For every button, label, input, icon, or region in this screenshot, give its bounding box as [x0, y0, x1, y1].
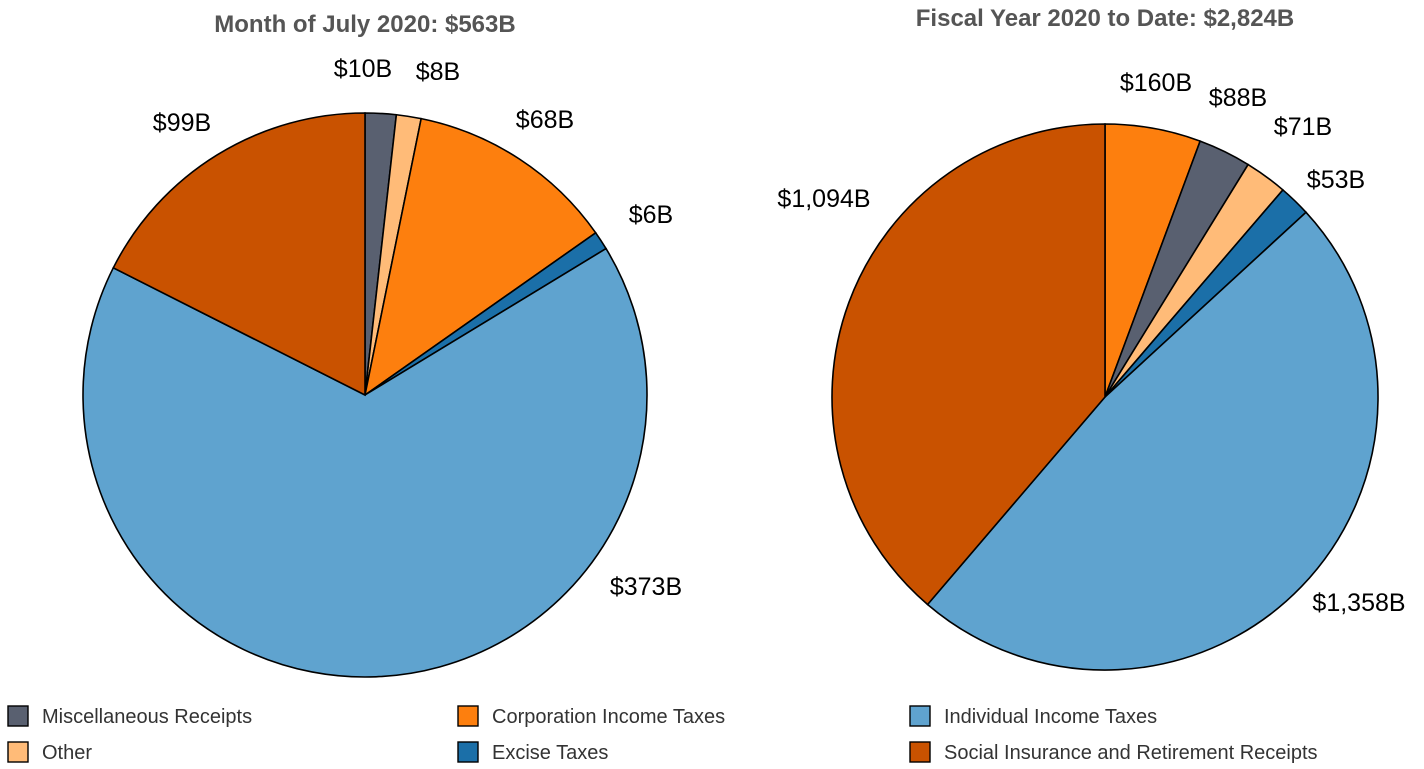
legend-item-excise-taxes: Excise Taxes [457, 741, 608, 764]
legend: Miscellaneous Receipts Corporation Income… [7, 705, 1318, 764]
fiscal-year-2020-slice-labels: $160B $88B$71B $53B $1,358B $1,094B [777, 69, 1405, 617]
legend-label-excise-taxes: Excise Taxes [492, 742, 608, 764]
july-2020-label-excise-taxes: $6B [629, 201, 673, 229]
july-2020-label-corporation-income-taxes: $68B [516, 106, 574, 134]
fiscal-year-2020-slice-social-insurance-and-retirement-receipts [831, 123, 1106, 606]
legend-item-other: Other [7, 741, 92, 764]
fiscal-year-2020-slices [831, 123, 1379, 671]
legend-swatch-individual-income-taxes [909, 705, 931, 727]
july-2020-label-miscellaneous-receipts: $10B [334, 55, 392, 83]
july-2020-label-individual-income-taxes: $373B [610, 573, 682, 601]
fiscal-year-2020-label-excise-taxes: $53B [1307, 166, 1365, 194]
legend-label-corporation-income-taxes: Corporation Income Taxes [492, 706, 725, 728]
legend-item-individual-income-taxes: Individual Income Taxes [909, 705, 1157, 728]
chart-title-july-2020: Month of July 2020: $563B [214, 11, 515, 38]
legend-swatch-miscellaneous-receipts [7, 705, 29, 727]
july-2020-slice-corporation-income-taxes [363, 117, 597, 397]
legend-label-individual-income-taxes: Individual Income Taxes [944, 706, 1157, 728]
july-2020-slice-social-insurance-and-retirement-receipts [112, 112, 366, 397]
fiscal-year-2020-label-corporation-income-taxes: $160B [1120, 69, 1192, 97]
fiscal-year-2020-label-other: $71B [1274, 113, 1332, 141]
fiscal-year-2020-label-individual-income-taxes: $1,358B [1312, 589, 1405, 617]
legend-item-corporation-income-taxes: Corporation Income Taxes [457, 705, 725, 728]
legend-item-miscellaneous-receipts: Miscellaneous Receipts [7, 705, 252, 728]
legend-swatch-corporation-income-taxes [457, 705, 479, 727]
legend-label-other: Other [42, 742, 92, 764]
legend-label-social-insurance-and-retirement-receipts: Social Insurance and Retirement Receipts [944, 742, 1318, 764]
july-2020-label-other: $8B [416, 58, 460, 86]
july-2020-slice-individual-income-taxes [82, 247, 648, 678]
legend-swatch-other [7, 741, 29, 763]
july-2020-slice-labels: $10B $8B $68B $6B $373B $99B [153, 55, 682, 601]
fiscal-year-2020-label-miscellaneous-receipts: $88B [1209, 84, 1267, 112]
legend-label-miscellaneous-receipts: Miscellaneous Receipts [42, 706, 252, 728]
chart-title-fiscal-year-2020: Fiscal Year 2020 to Date: $2,824B [916, 5, 1294, 32]
fiscal-year-2020-slice-individual-income-taxes [926, 211, 1379, 671]
legend-swatch-social-insurance-and-retirement-receipts [909, 741, 931, 763]
july-2020-pie-chart: Month of July 2020: $563B $10B $8B $68B $6B… [82, 11, 682, 678]
fiscal-year-2020-pie-chart: Fiscal Year 2020 to Date: $2,824B $160B$… [777, 5, 1406, 671]
legend-item-social-insurance-and-retirement-receipts: Social Insurance and Retirement Receipts [909, 741, 1318, 764]
july-2020-label-social-insurance-and-retirement-receipts: $99B [153, 109, 211, 137]
july-2020-slices [82, 112, 648, 678]
legend-swatch-excise-taxes [457, 741, 479, 763]
fiscal-year-2020-label-social-insurance-and-retirement-receipts: $1,094B [777, 185, 870, 213]
